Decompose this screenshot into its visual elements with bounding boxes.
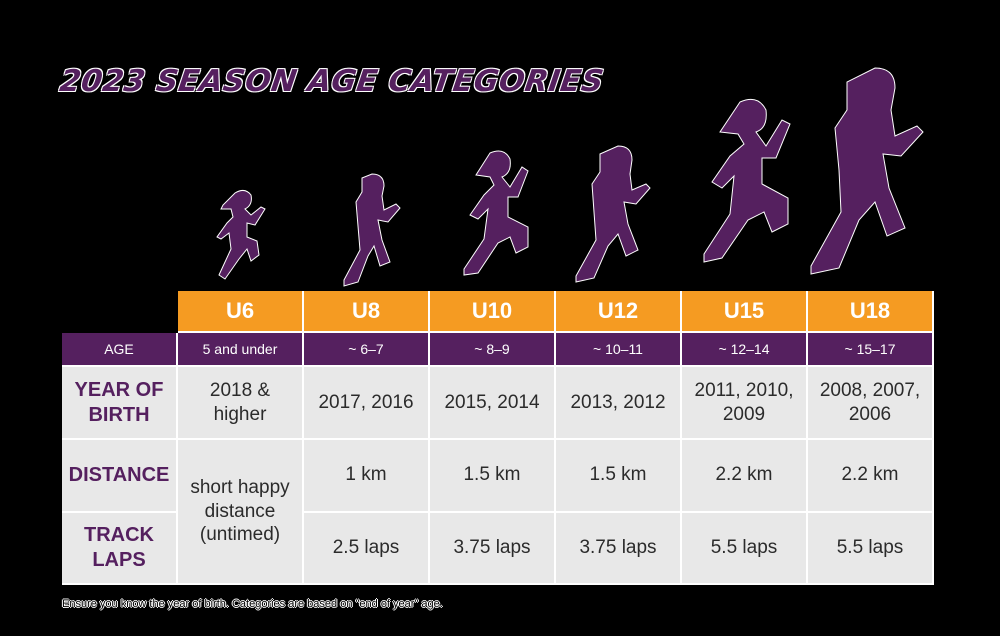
age-cell: ~ 8–9 xyxy=(430,333,556,367)
distance-cell: 2.2 km xyxy=(808,440,934,513)
category-u8: U8 xyxy=(304,291,430,333)
runner-silhouette-icon xyxy=(332,170,412,300)
runner-silhouette-icon xyxy=(805,62,945,302)
runner-silhouette-icon xyxy=(445,145,545,300)
age-cell: ~ 15–17 xyxy=(808,333,934,367)
category-u10: U10 xyxy=(430,291,556,333)
distance-cell: 2.2 km xyxy=(682,440,808,513)
year-cell: 2013, 2012 xyxy=(556,367,682,440)
page-title: 2023 SEASON AGE CATEGORIES xyxy=(57,64,606,99)
year-cell: 2008, 2007, 2006 xyxy=(808,367,934,440)
age-cell: 5 and under xyxy=(178,333,304,367)
year-cell: 2018 & higher xyxy=(178,367,304,440)
row-label-distance: DISTANCE xyxy=(62,440,178,513)
empty-corner xyxy=(62,291,178,333)
category-u6: U6 xyxy=(178,291,304,333)
year-cell: 2011, 2010, 2009 xyxy=(682,367,808,440)
footnote: Ensure you know the year of birth. Categ… xyxy=(62,598,443,610)
year-cell: 2017, 2016 xyxy=(304,367,430,440)
distance-cell: 1.5 km xyxy=(430,440,556,513)
row-label-track-laps: TRACK LAPS xyxy=(62,512,178,585)
age-categories-table: U6 U8 U10 U12 U15 U18 AGE 5 and under ~ … xyxy=(62,291,938,585)
runner-silhouette-icon xyxy=(205,185,275,300)
distance-cell: 1.5 km xyxy=(556,440,682,513)
year-of-birth-row: YEAR OF BIRTH 2018 & higher 2017, 2016 2… xyxy=(62,367,938,440)
row-label-age: AGE xyxy=(62,333,178,367)
age-cell: ~ 12–14 xyxy=(682,333,808,367)
runner-silhouette-icon xyxy=(680,90,810,300)
row-label-year-of-birth: YEAR OF BIRTH xyxy=(62,367,178,440)
laps-cell: 3.75 laps xyxy=(430,512,556,585)
age-row: AGE 5 and under ~ 6–7 ~ 8–9 ~ 10–11 ~ 12… xyxy=(62,333,938,367)
runner-silhouette-icon xyxy=(570,140,670,300)
age-cell: ~ 10–11 xyxy=(556,333,682,367)
distance-laps-block: DISTANCE TRACK LAPS short happy distance… xyxy=(62,440,938,585)
year-cell: 2015, 2014 xyxy=(430,367,556,440)
laps-cell: 2.5 laps xyxy=(304,512,430,585)
laps-cell: 3.75 laps xyxy=(556,512,682,585)
laps-cell: 5.5 laps xyxy=(808,512,934,585)
age-cell: ~ 6–7 xyxy=(304,333,430,367)
category-u12: U12 xyxy=(556,291,682,333)
laps-cell: 5.5 laps xyxy=(682,512,808,585)
distance-cell: 1 km xyxy=(304,440,430,513)
u6-distance-merged-cell: short happy distance (untimed) xyxy=(178,440,304,585)
category-header-row: U6 U8 U10 U12 U15 U18 xyxy=(62,291,938,333)
category-u18: U18 xyxy=(808,291,934,333)
category-u15: U15 xyxy=(682,291,808,333)
